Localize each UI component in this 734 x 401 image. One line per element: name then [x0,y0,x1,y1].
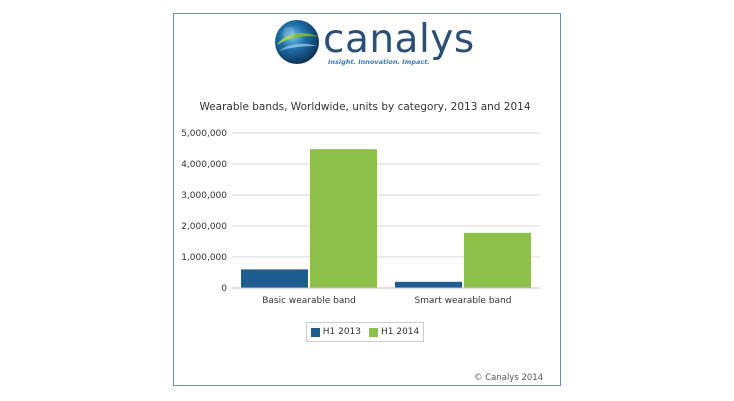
y-tick-label: 2,000,000 [181,222,227,232]
y-tick-label: 4,000,000 [181,160,227,170]
bar-chart: 0 1,000,000 2,000,000 3,000,000 4,000,000 5,0… [181,129,540,306]
y-axis-ticks: 0 1,000,000 2,000,000 3,000,000 4,000,000 5,0… [181,129,227,294]
copyright-credit: © Canalys 2014 [474,373,544,383]
logo-wordmark: canalys [323,17,475,62]
grid-lines [232,132,540,258]
legend-swatch-h1-2014 [369,327,378,337]
legend-item-h1-2013[interactable]: H1 2013 [310,327,361,337]
y-tick-label: 5,000,000 [181,129,227,139]
y-tick-label: 0 [221,284,227,294]
chart-title: Wearable bands, Worldwide, units by cate… [199,101,531,113]
bar-h1-2013-1[interactable] [395,281,462,288]
bar-h1-2014-1[interactable] [464,232,531,288]
y-tick-label: 3,000,000 [181,191,227,201]
logo-tagline: Insight. Innovation. Impact. [328,58,430,66]
x-tick-label: Smart wearable band [415,296,512,306]
legend: H1 2013 H1 2014 [306,322,424,342]
x-axis-labels: Basic wearable band Smart wearable band [262,296,511,306]
legend-swatch-h1-2013 [310,327,320,337]
bar-h1-2013-0[interactable] [241,269,308,288]
canalys-globe-icon [275,20,319,64]
y-tick-label: 1,000,000 [181,253,227,263]
x-tick-label: Basic wearable band [262,296,356,306]
legend-item-h1-2014[interactable]: H1 2014 [369,327,419,337]
legend-label-h1-2014: H1 2014 [381,327,420,337]
bars [241,149,531,288]
bar-h1-2014-0[interactable] [310,149,377,288]
legend-label-h1-2013: H1 2013 [322,327,361,337]
